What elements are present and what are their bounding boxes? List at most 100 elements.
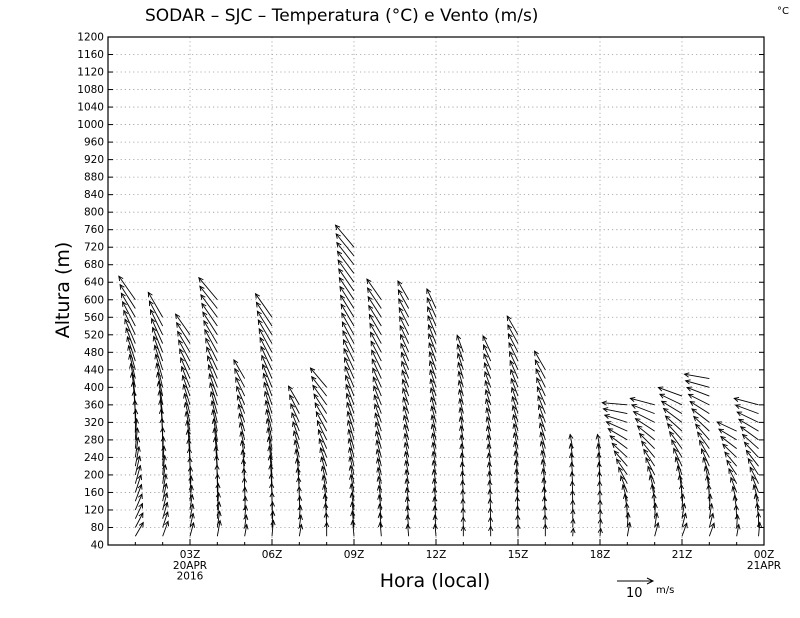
wind-vector-head <box>483 352 489 359</box>
wind-vector-head <box>509 350 514 357</box>
wind-vector-head <box>124 318 130 325</box>
wind-vector-head <box>261 354 266 361</box>
wind-vector-head <box>400 342 406 349</box>
wind-vector-head <box>542 495 548 502</box>
wind-vector-shaft <box>537 395 546 414</box>
x-tick-label: 21Z <box>672 549 693 561</box>
wind-vector-shaft <box>134 503 143 519</box>
wind-vector-shaft <box>597 434 601 449</box>
wind-vector-shaft <box>378 485 382 502</box>
wind-vector-shaft <box>270 464 273 484</box>
wind-vector-shaft <box>405 469 410 484</box>
wind-vector-shaft <box>344 357 355 379</box>
wind-vector-shaft <box>370 341 382 362</box>
wind-vector <box>536 377 546 397</box>
wind-vector <box>538 413 546 432</box>
wind-vector-head <box>684 379 691 385</box>
y-tick-label: 520 <box>84 329 104 341</box>
wind-vector-shaft <box>150 309 164 335</box>
wind-vector-shaft <box>428 342 437 362</box>
wind-vector-shaft <box>324 494 328 511</box>
wind-vector-shaft <box>738 418 759 432</box>
wind-vector <box>601 400 628 406</box>
wind-vector-shaft <box>162 483 167 502</box>
wind-vector <box>372 367 382 388</box>
wind-vector-shaft <box>244 515 247 528</box>
wind-vector-head <box>597 527 603 534</box>
wind-vector-head <box>147 291 153 298</box>
wind-vector-shaft <box>667 423 683 441</box>
wind-vector <box>595 433 601 449</box>
wind-vector-shaft <box>209 373 218 397</box>
wind-vector-shaft <box>125 327 136 353</box>
wind-vector <box>242 504 249 519</box>
wind-vector-shaft <box>487 435 492 449</box>
wind-vector <box>605 421 628 432</box>
wind-vector <box>340 294 355 318</box>
wind-vector <box>487 479 493 493</box>
wind-vector-head <box>537 395 543 401</box>
wind-vector-shaft <box>701 448 710 467</box>
wind-vector-shaft <box>599 518 601 528</box>
wind-vector <box>261 363 273 388</box>
wind-vector-shaft <box>428 333 437 353</box>
wind-vector-shaft <box>543 487 546 502</box>
wind-vector-shaft <box>688 393 710 406</box>
wind-vector-shaft <box>377 476 382 493</box>
wind-vector-shaft <box>124 319 136 344</box>
wind-vector-shaft <box>209 382 218 405</box>
wind-vector-shaft <box>677 465 683 484</box>
wind-vector <box>645 456 656 476</box>
wind-vector-shaft <box>216 520 221 537</box>
wind-vector-head <box>138 512 144 519</box>
y-tick-label: 240 <box>84 452 104 464</box>
wind-vector <box>426 288 437 309</box>
wind-vector <box>129 371 136 397</box>
wind-vector <box>317 428 328 449</box>
wind-vector <box>405 514 411 528</box>
wind-vector-shaft <box>349 447 355 467</box>
wind-vector-head <box>118 275 124 282</box>
wind-vector-head <box>534 350 539 357</box>
wind-vector <box>398 297 410 318</box>
wind-vector <box>150 317 164 344</box>
x-tick-label: 12Z <box>426 549 447 561</box>
wind-vector-head <box>514 495 520 502</box>
wind-vector-shaft <box>515 469 519 484</box>
wind-vector-head <box>288 385 293 392</box>
wind-vector <box>319 447 328 467</box>
wind-vector-shaft <box>730 477 738 493</box>
wind-vector-shaft <box>126 336 136 362</box>
wind-vector-shaft <box>256 310 273 336</box>
wind-vector-head <box>238 412 244 419</box>
wind-vector <box>719 435 737 450</box>
wind-vector <box>256 310 273 336</box>
wind-vector-shaft <box>350 483 355 502</box>
wind-vector-shaft <box>255 293 273 318</box>
wind-vector-shaft <box>351 493 355 511</box>
wind-vector <box>718 428 737 441</box>
wind-vector-shaft <box>205 338 218 362</box>
wind-vector-shaft <box>571 471 574 484</box>
wind-vector <box>507 332 519 353</box>
wind-vector-head <box>236 394 242 401</box>
wind-vector <box>427 314 437 335</box>
wind-vector-head <box>209 381 215 388</box>
wind-vector-head <box>198 276 204 283</box>
wind-vector-head <box>401 360 406 367</box>
wind-vector-shaft <box>216 501 220 519</box>
wind-vector-head <box>484 388 490 395</box>
wind-vector <box>457 370 464 388</box>
wind-vector <box>233 358 246 379</box>
wind-vector-head <box>752 484 758 491</box>
wind-vector-head <box>209 390 215 397</box>
wind-vector-shaft <box>626 512 629 528</box>
wind-vector-shaft <box>543 496 546 511</box>
wind-vector-shaft <box>204 329 218 353</box>
wind-vector-shaft <box>399 316 410 335</box>
wind-vector <box>208 372 218 397</box>
wind-vector-shaft <box>366 278 382 301</box>
wind-vector-shaft <box>313 393 328 414</box>
wind-vector-shaft <box>211 400 218 423</box>
wind-vector-shaft <box>541 459 546 476</box>
